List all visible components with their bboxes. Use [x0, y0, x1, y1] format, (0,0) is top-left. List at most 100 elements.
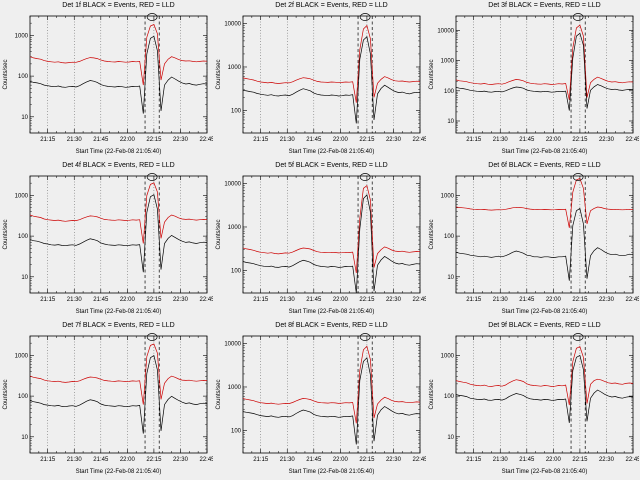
svg-text:100: 100	[444, 89, 455, 95]
svg-text:21:30: 21:30	[280, 457, 296, 463]
svg-text:Start Time (22-Feb-08 21:05:40: Start Time (22-Feb-08 21:05:40)	[76, 469, 162, 475]
plot-panel-det-4f: Det 4f BLACK = Events, RED = LLD 21:15 21…	[0, 160, 213, 320]
svg-text:10000: 10000	[224, 182, 241, 188]
plot-title: Det 4f BLACK = Events, RED = LLD	[62, 162, 175, 169]
peak-marker-ellipse	[146, 173, 158, 181]
svg-text:22:30: 22:30	[599, 457, 615, 463]
svg-text:1000: 1000	[441, 193, 455, 199]
svg-text:21:30: 21:30	[493, 457, 509, 463]
plot-canvas-det-8f: 21:15 21:30 21:45 22:00 22:15 22:30 22:45 100 10…	[216, 333, 426, 475]
svg-text:22:00: 22:00	[333, 457, 349, 463]
plot-panel-det-3f: Det 3f BLACK = Events, RED = LLD 21:15 21…	[426, 0, 639, 160]
svg-text:22:00: 22:00	[546, 137, 562, 143]
svg-text:22:00: 22:00	[120, 137, 136, 143]
svg-text:10: 10	[447, 435, 454, 441]
svg-text:21:30: 21:30	[280, 137, 296, 143]
svg-text:22:45: 22:45	[199, 137, 213, 143]
svg-text:22:15: 22:15	[146, 297, 162, 303]
svg-text:10000: 10000	[437, 28, 454, 34]
plot-canvas-det-1f: 21:15 21:30 21:45 22:00 22:15 22:30 22:45 10 100…	[3, 13, 213, 155]
svg-text:1000: 1000	[228, 385, 242, 391]
svg-text:100: 100	[18, 74, 29, 80]
svg-text:21:30: 21:30	[493, 137, 509, 143]
svg-text:10: 10	[21, 115, 28, 121]
svg-text:22:15: 22:15	[359, 137, 375, 143]
svg-text:21:30: 21:30	[67, 457, 83, 463]
svg-text:22:45: 22:45	[199, 457, 213, 463]
series-events	[455, 354, 634, 423]
series-lld	[29, 343, 208, 405]
svg-text:21:15: 21:15	[466, 297, 482, 303]
svg-text:1000: 1000	[441, 59, 455, 65]
svg-text:Counts/sec: Counts/sec	[216, 59, 222, 89]
svg-text:10: 10	[21, 435, 28, 441]
plot-title: Det 9f BLACK = Events, RED = LLD	[488, 322, 601, 329]
svg-text:22:00: 22:00	[120, 297, 136, 303]
svg-text:100: 100	[18, 394, 29, 400]
svg-text:100: 100	[231, 428, 242, 434]
svg-text:21:15: 21:15	[466, 137, 482, 143]
peak-marker-ellipse	[572, 13, 584, 21]
svg-text:22:00: 22:00	[546, 457, 562, 463]
plot-panel-det-6f: Det 6f BLACK = Events, RED = LLD 21:15 21…	[426, 160, 639, 320]
svg-text:Counts/sec: Counts/sec	[429, 59, 435, 89]
series-events	[242, 194, 421, 294]
svg-text:10: 10	[21, 275, 28, 281]
svg-text:21:15: 21:15	[253, 137, 269, 143]
svg-text:22:15: 22:15	[572, 457, 588, 463]
plot-canvas-det-3f: 21:15 21:30 21:45 22:00 22:15 22:30 22:45 10 100…	[429, 13, 639, 155]
svg-text:22:15: 22:15	[572, 137, 588, 143]
series-lld	[242, 24, 421, 103]
svg-text:Counts/sec: Counts/sec	[3, 59, 9, 89]
svg-text:Start Time (22-Feb-08 21:05:40: Start Time (22-Feb-08 21:05:40)	[289, 469, 375, 475]
svg-text:22:30: 22:30	[599, 297, 615, 303]
svg-text:22:45: 22:45	[199, 297, 213, 303]
plot-title: Det 3f BLACK = Events, RED = LLD	[488, 2, 601, 9]
svg-text:21:45: 21:45	[93, 137, 109, 143]
series-events	[242, 357, 421, 445]
svg-text:21:45: 21:45	[93, 297, 109, 303]
svg-text:21:30: 21:30	[280, 297, 296, 303]
svg-text:1000: 1000	[228, 225, 242, 231]
svg-text:100: 100	[444, 234, 455, 240]
svg-text:22:30: 22:30	[173, 297, 189, 303]
svg-text:21:30: 21:30	[67, 137, 83, 143]
plot-title: Det 8f BLACK = Events, RED = LLD	[275, 322, 388, 329]
plot-canvas-det-9f: 21:15 21:30 21:45 22:00 22:15 22:30 22:45 10 100…	[429, 333, 639, 475]
series-lld	[455, 346, 634, 406]
plot-panel-det-2f: Det 2f BLACK = Events, RED = LLD 21:15 21…	[213, 0, 426, 160]
plot-panel-det-5f: Det 5f BLACK = Events, RED = LLD 21:15 21…	[213, 160, 426, 320]
svg-text:22:00: 22:00	[333, 297, 349, 303]
svg-text:22:00: 22:00	[120, 457, 136, 463]
svg-text:Start Time (22-Feb-08 21:05:40: Start Time (22-Feb-08 21:05:40)	[502, 149, 588, 155]
series-events	[29, 355, 208, 434]
svg-text:21:30: 21:30	[493, 297, 509, 303]
series-events	[29, 194, 208, 273]
peak-marker-ellipse	[146, 13, 158, 21]
svg-text:Start Time (22-Feb-08 21:05:40: Start Time (22-Feb-08 21:05:40)	[289, 149, 375, 155]
plot-title: Det 7f BLACK = Events, RED = LLD	[62, 322, 175, 329]
plot-title: Det 2f BLACK = Events, RED = LLD	[275, 2, 388, 9]
peak-marker-ellipse	[146, 333, 158, 341]
svg-text:22:45: 22:45	[625, 297, 639, 303]
svg-text:1000: 1000	[15, 33, 29, 39]
svg-text:22:45: 22:45	[412, 297, 426, 303]
peak-marker-ellipse	[572, 333, 584, 341]
peak-marker-ellipse	[359, 13, 371, 21]
series-lld	[455, 178, 634, 228]
plot-panel-det-9f: Det 9f BLACK = Events, RED = LLD 21:15 21…	[426, 320, 639, 480]
plot-panel-det-8f: Det 8f BLACK = Events, RED = LLD 21:15 21…	[213, 320, 426, 480]
svg-text:21:45: 21:45	[519, 457, 535, 463]
plot-canvas-det-7f: 21:15 21:30 21:45 22:00 22:15 22:30 22:45 10 100…	[3, 333, 213, 475]
svg-text:22:15: 22:15	[359, 457, 375, 463]
plot-canvas-det-6f: 21:15 21:30 21:45 22:00 22:15 22:30 22:45 10 100…	[429, 173, 639, 315]
svg-text:Start Time (22-Feb-08 21:05:40: Start Time (22-Feb-08 21:05:40)	[76, 309, 162, 315]
svg-text:21:15: 21:15	[40, 297, 56, 303]
series-events	[455, 207, 634, 281]
svg-text:22:30: 22:30	[173, 137, 189, 143]
svg-text:21:45: 21:45	[306, 457, 322, 463]
svg-text:21:45: 21:45	[519, 297, 535, 303]
svg-text:22:00: 22:00	[333, 137, 349, 143]
svg-text:21:15: 21:15	[466, 457, 482, 463]
